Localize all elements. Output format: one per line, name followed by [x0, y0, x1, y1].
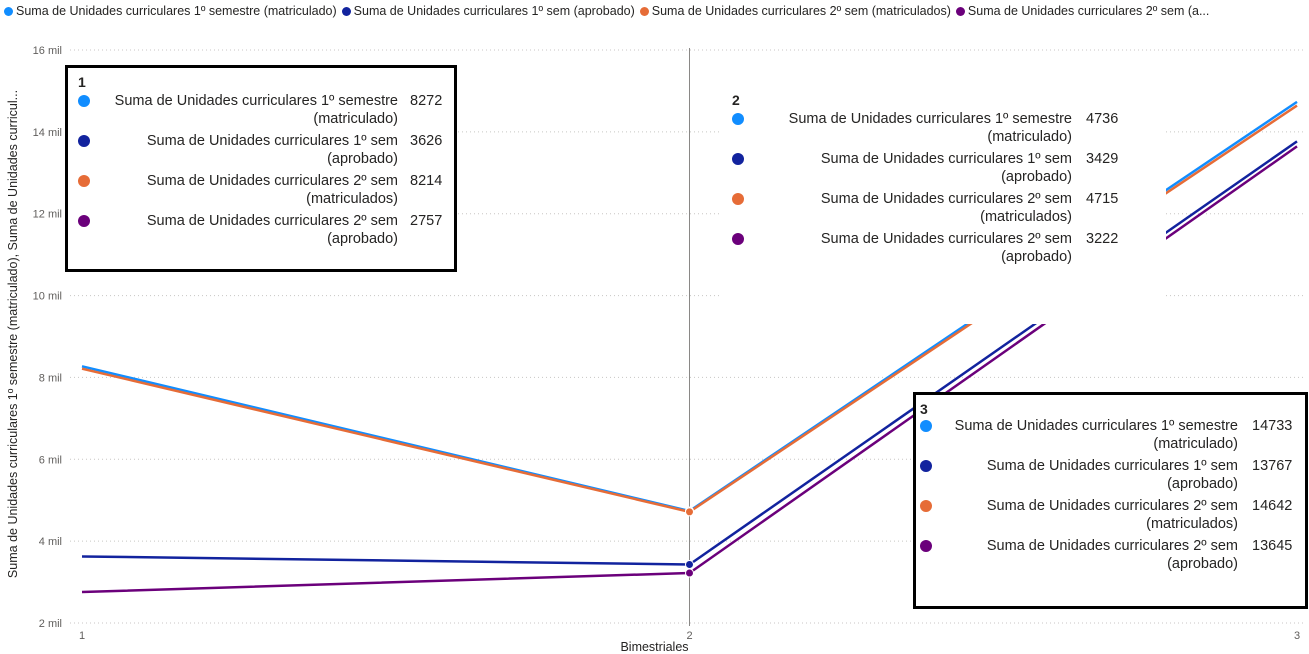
tooltip-label: Suma de Unidades curriculares 2º sem (ap… — [820, 231, 1072, 265]
y-tick-label: 14 mil — [33, 127, 62, 139]
legend-item[interactable]: Suma de Unidades curriculares 2º sem (a.… — [955, 4, 1210, 18]
y-tick-label: 2 mil — [39, 618, 62, 630]
tooltip-value: 4736 — [1086, 111, 1119, 127]
x-tick-label: 2 — [686, 630, 692, 642]
tooltip-title: 3 — [920, 401, 928, 417]
x-tick-label: 3 — [1294, 630, 1300, 642]
x-tick-label: 1 — [79, 630, 85, 642]
y-tick-label: 16 mil — [33, 45, 62, 57]
tooltip-row: Suma de Unidades curriculares 1º semestr… — [732, 110, 1156, 146]
tooltip-row: Suma de Unidades curriculares 1º sem (ap… — [732, 150, 1156, 186]
legend-item[interactable]: Suma de Unidades curriculares 1º semestr… — [4, 4, 337, 18]
tooltip-marker — [732, 153, 744, 165]
tooltip-label: Suma de Unidades curriculares 1º sem (ap… — [146, 133, 398, 167]
x-axis-title: Bimestriales — [620, 640, 689, 654]
tooltip-value: 4715 — [1086, 191, 1119, 207]
tooltip-marker — [78, 175, 90, 187]
tooltip-value: 14642 — [1252, 498, 1293, 514]
legend-label: Suma de Unidades curriculares 2º sem (ma… — [651, 4, 951, 18]
tooltip-value: 2757 — [410, 213, 443, 229]
tooltip-marker — [920, 540, 932, 552]
tooltip-marker — [732, 233, 744, 245]
tooltip-marker — [732, 113, 744, 125]
tooltip-label: Suma de Unidades curriculares 1º sem (ap… — [986, 458, 1238, 492]
tooltip-marker — [78, 135, 90, 147]
legend-label: Suma de Unidades curriculares 2º sem (a.… — [967, 4, 1210, 18]
tooltip-value: 13645 — [1252, 538, 1293, 554]
legend-marker — [639, 6, 649, 16]
legend-marker — [341, 6, 351, 16]
tooltip-value: 8214 — [410, 173, 443, 189]
tooltip-value: 8272 — [410, 93, 443, 109]
tooltip-row: Suma de Unidades curriculares 1º sem (ap… — [78, 132, 444, 168]
y-tick-label: 8 mil — [39, 372, 62, 384]
tooltip-row: Suma de Unidades curriculares 2º sem (ap… — [78, 212, 444, 248]
y-tick-label: 10 mil — [33, 291, 62, 303]
tooltip-row: Suma de Unidades curriculares 2º sem (ap… — [732, 230, 1156, 266]
tooltip-row: Suma de Unidades curriculares 1º semestr… — [78, 92, 444, 128]
tooltip-value: 3222 — [1086, 231, 1119, 247]
tooltip-label: Suma de Unidades curriculares 1º semestr… — [788, 111, 1072, 145]
axis-ticks: 2 mil 4 mil 6 mil 8 mil 10 mil 12 mil 14 mil 16… — [33, 45, 1300, 642]
legend-marker — [955, 6, 965, 16]
legend-item[interactable]: Suma de Unidades curriculares 2º sem (ma… — [639, 4, 951, 18]
y-tick-label: 4 mil — [39, 536, 62, 548]
tooltip-label: Suma de Unidades curriculares 2º sem (ma… — [820, 191, 1072, 225]
data-point-4 — [685, 568, 694, 578]
y-tick-label: 12 mil — [33, 209, 62, 221]
tooltip-value: 14733 — [1252, 418, 1293, 434]
tooltip-3: 3 Suma de Unidades curriculares 1º semes… — [913, 392, 1308, 609]
legend-label: Suma de Unidades curriculares 1º sem (ap… — [353, 4, 635, 18]
tooltip-2: 2 Suma de Unidades curriculares 1º semes… — [722, 88, 1166, 324]
tooltip-row: Suma de Unidades curriculares 2º sem (ma… — [78, 172, 444, 208]
tooltip-label: Suma de Unidades curriculares 1º sem (ap… — [820, 151, 1072, 185]
tooltip-row: Suma de Unidades curriculares 1º semestr… — [920, 417, 1297, 453]
tooltip-title: 1 — [78, 74, 86, 90]
tooltip-marker — [78, 95, 90, 107]
y-axis-title: Suma de Unidades curriculares 1º semestr… — [6, 89, 20, 579]
tooltip-marker — [920, 420, 932, 432]
tooltip-row: Suma de Unidades curriculares 2º sem (ap… — [920, 537, 1297, 573]
tooltip-row: Suma de Unidades curriculares 2º sem (ma… — [920, 497, 1297, 533]
tooltip-label: Suma de Unidades curriculares 1º semestr… — [114, 93, 398, 127]
tooltip-1: 1 Suma de Unidades curriculares 1º semes… — [65, 65, 457, 272]
tooltip-value: 3626 — [410, 133, 443, 149]
tooltip-label: Suma de Unidades curriculares 2º sem (ap… — [146, 213, 398, 247]
legend-marker — [4, 6, 13, 16]
tooltip-marker — [920, 500, 932, 512]
series-points — [685, 506, 694, 578]
legend-label: Suma de Unidades curriculares 1º semestr… — [16, 4, 337, 18]
tooltip-label: Suma de Unidades curriculares 2º sem (ap… — [986, 538, 1238, 572]
tooltip-value: 13767 — [1252, 458, 1293, 474]
data-point-2 — [685, 560, 694, 570]
tooltip-marker — [920, 460, 932, 472]
tooltip-marker — [78, 215, 90, 227]
tooltip-row: Suma de Unidades curriculares 2º sem (ma… — [732, 190, 1156, 226]
tooltip-label: Suma de Unidades curriculares 1º semestr… — [954, 418, 1238, 452]
legend-item[interactable]: Suma de Unidades curriculares 1º sem (ap… — [341, 4, 635, 18]
tooltip-label: Suma de Unidades curriculares 2º sem (ma… — [986, 498, 1238, 532]
tooltip-label: Suma de Unidades curriculares 2º sem (ma… — [146, 173, 398, 207]
y-tick-label: 6 mil — [39, 454, 62, 466]
data-point-3 — [685, 507, 694, 517]
tooltip-row: Suma de Unidades curriculares 1º sem (ap… — [920, 457, 1297, 493]
tooltip-value: 3429 — [1086, 151, 1119, 167]
tooltip-title: 2 — [732, 92, 740, 108]
legend: Suma de Unidades curriculares 1º semestr… — [4, 0, 1306, 22]
tooltip-marker — [732, 193, 744, 205]
